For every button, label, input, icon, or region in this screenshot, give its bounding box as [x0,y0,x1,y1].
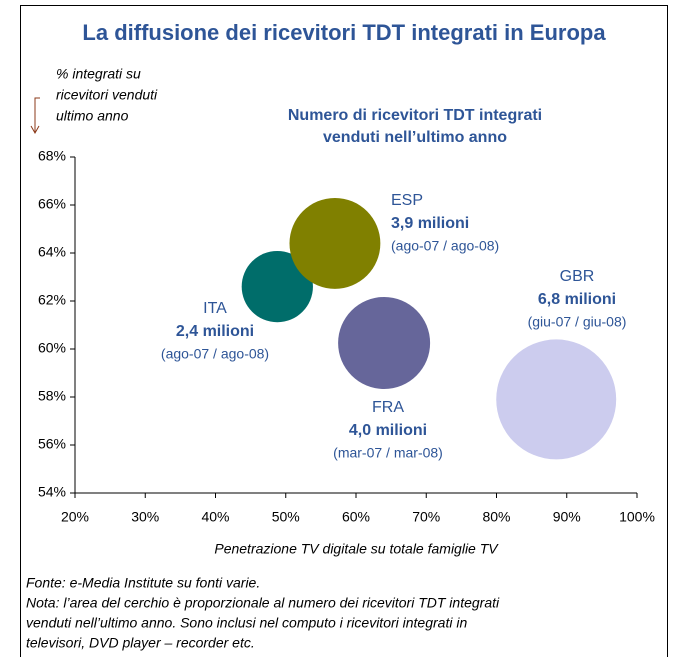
ylabel-arrow [30,97,40,135]
bubble-size-label: 2,4 milioni [176,323,254,340]
y-tick-label: 62% [38,292,66,308]
bubble-name: GBR [560,268,595,285]
x-axis-label: Penetrazione TV digitale su totale famig… [214,541,499,557]
y-tick-label: 56% [38,436,66,452]
y-tick-label: 54% [38,484,66,500]
y-axis-label: ultimo anno [56,108,129,124]
bubble-size-label: 4,0 milioni [349,422,427,439]
x-tick-label: 100% [619,509,655,525]
x-tick-label: 70% [412,509,440,525]
y-tick-label: 66% [38,196,66,212]
bubble [241,250,313,323]
y-tick-label: 58% [38,388,66,404]
y-tick-label: 68% [38,148,66,164]
y-tick-label: 60% [38,340,66,356]
x-tick-label: 30% [131,509,159,525]
bubble [496,339,617,460]
bubble-name: FRA [372,399,404,416]
bubble-name: ITA [203,300,227,317]
x-tick-label: 50% [272,509,300,525]
footnote: venduti nell’ultimo anno. Sono inclusi n… [26,615,467,631]
x-tick-label: 90% [553,509,581,525]
x-tick-label: 80% [482,509,510,525]
y-tick-label: 64% [38,244,66,260]
x-tick-label: 20% [61,509,89,525]
x-tick-label: 40% [201,509,229,525]
footnote: Nota: l’area del cerchio è proporzionale… [26,595,500,611]
bubble [289,197,381,289]
bubble-period: (ago-07 / ago-08) [391,238,499,254]
bubble-period: (giu-07 / giu-08) [528,314,627,330]
bubble-period: (ago-07 / ago-08) [161,346,269,362]
chart-title: La diffusione dei ricevitori TDT integra… [82,20,606,45]
y-axis-label: ricevitori venduti [56,87,158,103]
subtitle: Numero di ricevitori TDT integrati [288,107,542,124]
bubble [338,297,431,389]
bubble-size-label: 3,9 milioni [391,215,469,232]
footnote: Fonte: e-Media Institute su fonti varie. [26,575,260,591]
bubble-period: (mar-07 / mar-08) [333,445,443,461]
y-axis-label: % integrati su [56,66,141,82]
frame [20,5,668,657]
bubble-size-label: 6,8 milioni [538,291,616,308]
x-tick-label: 60% [342,509,370,525]
bubble-name: ESP [391,192,423,209]
footnote: televisori, DVD player – recorder etc. [26,635,255,651]
subtitle: venduti nell’ultimo anno [323,129,507,146]
